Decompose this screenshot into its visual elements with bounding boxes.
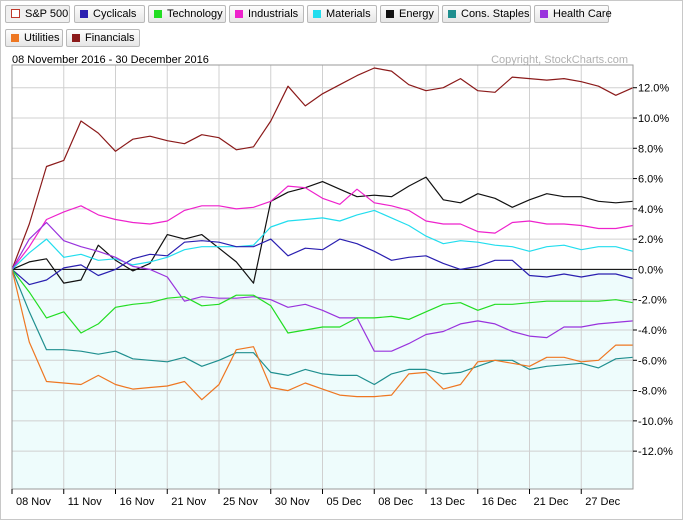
y-axis: 12.0% 10.0% 8.0% 6.0% 4.0% 2.0% 0.0% -2.0% -4.0%…	[633, 83, 673, 458]
x-tick-label: 08 Nov	[16, 496, 51, 508]
series-line-industrials	[11, 185, 634, 270]
date-range: 08 November 2016 - 30 December 2016	[12, 54, 209, 66]
y-tick-label: 10.0%	[638, 113, 669, 125]
legend-swatch	[154, 10, 162, 18]
legend-swatch	[386, 10, 394, 18]
legend-swatch	[235, 10, 243, 18]
legend-label: S&P 500	[25, 8, 69, 20]
x-tick-label: 21 Dec	[534, 496, 569, 508]
y-tick-label: 0.0%	[638, 264, 663, 276]
legend-item-cyclicals[interactable]: Cyclicals	[74, 5, 145, 23]
series-line-cons-staples	[11, 269, 634, 386]
legend-item-materials[interactable]: Materials	[307, 5, 377, 23]
series-lines	[11, 67, 634, 401]
y-tick-label: -10.0%	[638, 416, 673, 428]
legend-label: Technology	[167, 8, 223, 20]
copyright-notice: Copyright, StockCharts.com	[491, 54, 628, 66]
x-tick-label: 05 Dec	[327, 496, 362, 508]
legend-label: Energy	[399, 8, 434, 20]
y-tick-label: 6.0%	[638, 174, 663, 186]
legend-item-technology[interactable]: Technology	[148, 5, 226, 23]
x-tick-label: 30 Nov	[275, 496, 310, 508]
y-tick-label: 12.0%	[638, 83, 669, 95]
x-tick-label: 27 Dec	[585, 496, 620, 508]
series-line-cyclicals	[11, 238, 634, 286]
legend-item-cons-staples[interactable]: Cons. Staples	[442, 5, 531, 23]
legend-label: Cons. Staples	[461, 8, 530, 20]
legend-label: Materials	[326, 8, 371, 20]
series-line-materials	[11, 209, 634, 270]
legend-item-utilities[interactable]: Utilities	[5, 29, 63, 47]
legend-label: Industrials	[248, 8, 299, 20]
series-line-health-care	[11, 221, 634, 352]
y-tick-label: -12.0%	[638, 446, 673, 458]
x-tick-label: 13 Dec	[430, 496, 465, 508]
legend-label: Health Care	[553, 8, 612, 20]
series-line-energy	[11, 176, 634, 284]
series-line-technology	[11, 269, 634, 334]
legend-swatch	[313, 10, 321, 18]
y-tick-label: -4.0%	[638, 325, 667, 337]
y-tick-label: 8.0%	[638, 143, 663, 155]
y-tick-label: 2.0%	[638, 234, 663, 246]
y-tick-label: -8.0%	[638, 386, 667, 398]
y-tick-label: -6.0%	[638, 355, 667, 367]
legend-item-health-care[interactable]: Health Care	[534, 5, 612, 23]
x-tick-label: 21 Nov	[171, 496, 206, 508]
x-tick-label: 16 Dec	[482, 496, 517, 508]
legend-swatch	[11, 34, 19, 42]
y-tick-label: -2.0%	[638, 295, 667, 307]
x-tick-label: 11 Nov	[68, 496, 103, 508]
x-axis: 08 Nov 11 Nov 16 Nov 21 Nov 25 Nov 30 Nov 05 D…	[11, 489, 621, 508]
y-tick-label: 4.0%	[638, 204, 663, 216]
x-tick-label: 16 Nov	[120, 496, 155, 508]
legend-label: Utilities	[24, 32, 60, 44]
legend-swatch	[540, 10, 548, 18]
legend-swatch	[72, 34, 80, 42]
legend-label: Financials	[85, 32, 135, 44]
series-line-utilities	[11, 269, 633, 401]
legend-item-sp500[interactable]: S&P 500	[5, 5, 70, 23]
legend-swatch	[80, 10, 88, 18]
legend-item-energy[interactable]: Energy	[380, 5, 439, 23]
legend-item-financials[interactable]: Financials	[66, 29, 140, 47]
x-tick-label: 25 Nov	[223, 496, 258, 508]
legend-swatch	[11, 9, 20, 18]
legend-swatch	[448, 10, 456, 18]
series-line-financials	[11, 67, 634, 270]
x-tick-label: 08 Dec	[378, 496, 413, 508]
legend-label: Cyclicals	[93, 8, 137, 20]
legend-item-industrials[interactable]: Industrials	[229, 5, 304, 23]
